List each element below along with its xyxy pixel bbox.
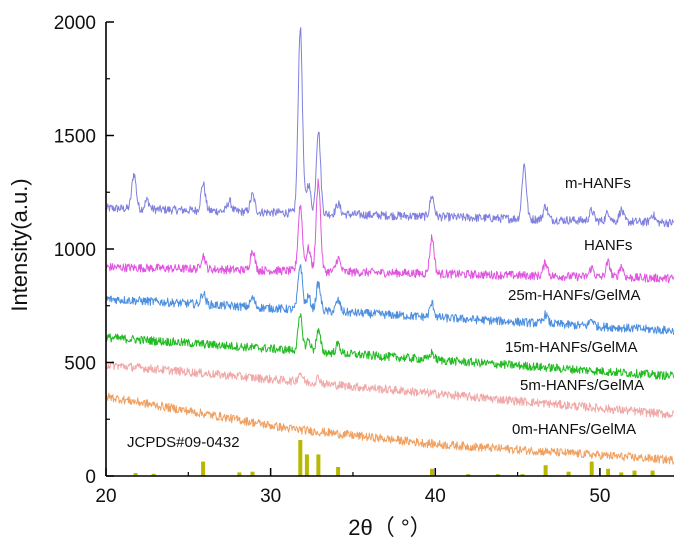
x-tick-label: 30 (260, 486, 281, 507)
series-label-15m-hanfs-gelma: 15m-HANFs/GelMA (505, 339, 638, 356)
reference-bar (543, 465, 548, 476)
x-tick-label: 40 (425, 486, 446, 507)
reference-bars (133, 440, 655, 476)
series-label-m-hanfs: m-HANFs (565, 175, 631, 192)
series-label-5m-hanfs-gelma: 5m-HANFs/GelMA (520, 377, 644, 394)
series-layer (105, 27, 675, 465)
reference-bar (430, 468, 434, 476)
reference-bar (495, 474, 500, 476)
series-line-hanfs (105, 178, 675, 284)
reference-bar (650, 470, 655, 476)
series-line-5m-hanfs-gelma (105, 360, 675, 419)
series-line-25m-hanfs-gelma (105, 264, 675, 335)
reference-bar (632, 470, 637, 476)
y-tick-label: 2000 (54, 13, 96, 34)
reference-bar (298, 440, 303, 476)
reference-bar (133, 473, 138, 476)
series-label-25m-hanfs-gelma: 25m-HANFs/GelMA (508, 287, 641, 304)
y-axis-title: Intensity(a.u.) (7, 178, 32, 311)
y-tick-label: 1000 (54, 240, 96, 261)
series-line-m-hanfs (105, 27, 675, 228)
series-line-0m-hanfs-gelma (105, 392, 675, 465)
reference-bar (606, 468, 611, 476)
y-tick-label: 500 (64, 354, 96, 375)
x-tick-label: 50 (589, 486, 610, 507)
y-tick-label: 0 (85, 467, 96, 488)
x-axis-title: 2θ（ °） (348, 515, 431, 540)
reference-bar (316, 454, 321, 476)
reference-bar (237, 472, 242, 476)
reference-bar (466, 474, 471, 476)
series-labels: m-HANFs HANFs 25m-HANFs/GelMA 15m-HANFs/Gel… (127, 175, 644, 451)
reference-bar (250, 471, 255, 476)
reference-bar (304, 454, 309, 476)
reference-bar (566, 471, 571, 476)
axes: 0 500 1000 1500 2000 20 30 40 50 (54, 13, 674, 507)
reference-bar (201, 461, 206, 476)
reference-bar (336, 467, 341, 476)
series-label-hanfs: HANFs (584, 237, 632, 254)
series-label-0m-hanfs-gelma: 0m-HANFs/GelMA (512, 421, 636, 438)
series-line-15m-hanfs-gelma (105, 313, 675, 381)
reference-bar (619, 472, 624, 476)
reference-bar (520, 474, 525, 476)
reference-bar (151, 473, 156, 476)
x-tick-label: 20 (95, 486, 116, 507)
y-tick-label: 1500 (54, 127, 96, 148)
reference-label: JCPDS#09-0432 (127, 434, 240, 451)
reference-bar (589, 461, 594, 476)
